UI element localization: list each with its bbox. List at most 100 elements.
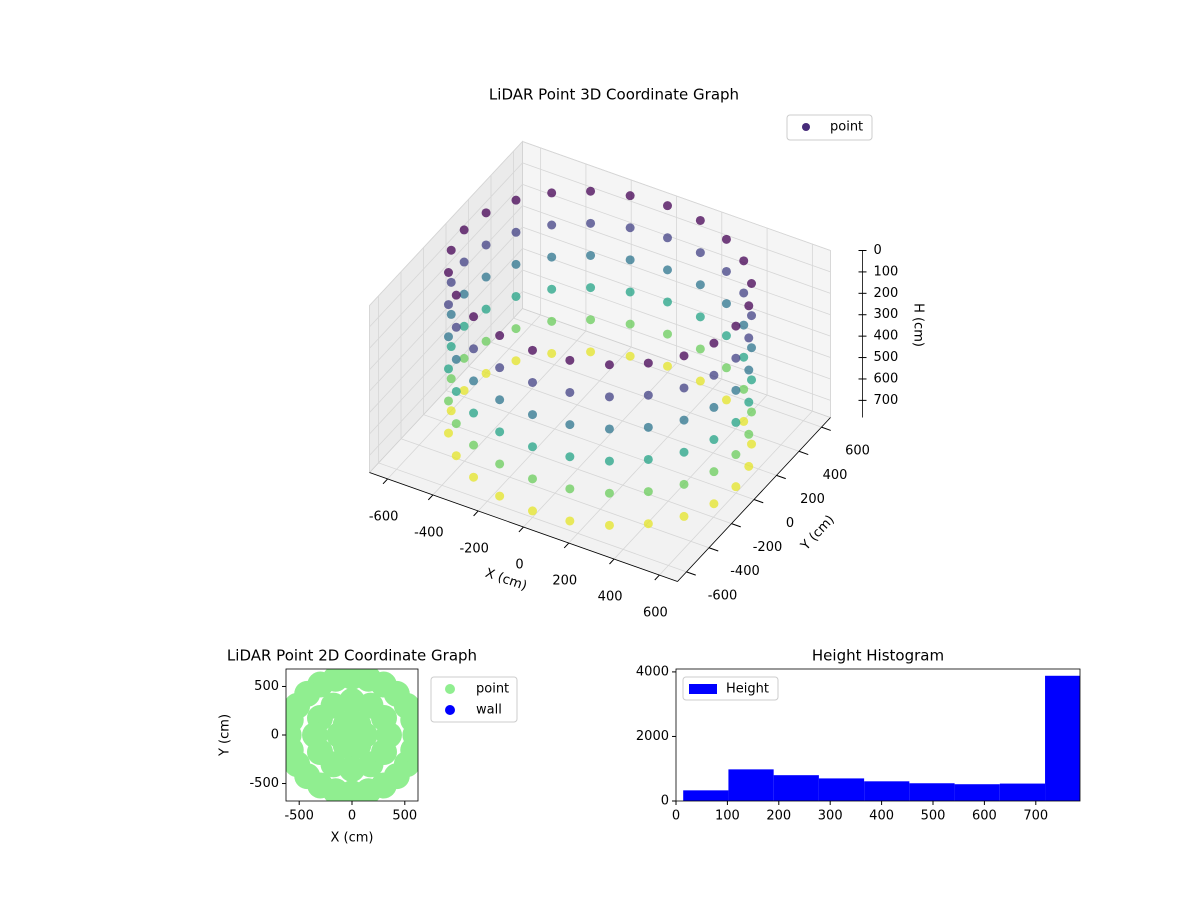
point xyxy=(643,422,653,432)
bar xyxy=(954,784,1000,801)
bar xyxy=(683,790,729,801)
legend-marker xyxy=(445,705,455,715)
chart-title: LiDAR Point 2D Coordinate Graph xyxy=(227,647,477,665)
point xyxy=(443,268,453,277)
y-tick-label: 400 xyxy=(823,468,848,483)
point xyxy=(446,342,456,352)
point xyxy=(459,353,469,363)
x-tick-label: 100 xyxy=(715,809,740,824)
grid-line xyxy=(522,162,831,273)
y-tick-label: 0 xyxy=(786,516,794,531)
grid-line xyxy=(378,462,687,573)
point xyxy=(459,257,469,267)
x-tick-label: 200 xyxy=(552,574,577,589)
x-axis-label: X (cm) xyxy=(331,831,374,846)
bar xyxy=(818,778,865,801)
point xyxy=(481,368,491,378)
point xyxy=(747,407,757,417)
point xyxy=(565,355,575,365)
point xyxy=(625,319,635,329)
point xyxy=(495,363,505,373)
grid-line xyxy=(369,205,523,371)
point xyxy=(731,385,741,395)
point xyxy=(511,259,521,269)
legend-label: Height xyxy=(726,682,769,697)
point xyxy=(739,384,749,394)
point xyxy=(709,402,719,412)
point xyxy=(695,376,705,386)
point xyxy=(747,375,757,385)
point xyxy=(663,233,672,243)
point xyxy=(481,208,491,218)
point xyxy=(528,442,537,452)
point xyxy=(586,250,596,260)
y-tick-label: 200 xyxy=(800,492,825,507)
point xyxy=(495,459,505,469)
point xyxy=(547,316,557,326)
bar xyxy=(773,775,819,801)
point xyxy=(443,396,453,406)
point xyxy=(643,519,653,529)
point xyxy=(495,427,505,437)
bar xyxy=(909,783,955,801)
point xyxy=(695,312,705,322)
point xyxy=(528,345,537,355)
point xyxy=(731,353,741,363)
point xyxy=(721,299,731,309)
point xyxy=(443,428,453,438)
grid-line xyxy=(522,248,831,358)
x-tick-label: 0 xyxy=(348,809,356,824)
grid-line xyxy=(445,390,755,500)
point xyxy=(451,322,461,332)
point xyxy=(443,332,453,342)
grid-line xyxy=(369,141,523,306)
bar xyxy=(864,781,910,801)
point xyxy=(709,467,719,477)
point xyxy=(709,499,719,509)
point xyxy=(469,344,479,354)
tick-mark xyxy=(776,474,786,480)
point xyxy=(339,722,365,748)
x-tick-label: 0 xyxy=(515,558,523,573)
point xyxy=(481,336,491,346)
point xyxy=(495,331,505,341)
point xyxy=(451,290,461,300)
x-tick-label: 200 xyxy=(766,809,791,824)
point xyxy=(721,395,731,405)
point xyxy=(469,376,479,386)
point xyxy=(451,386,461,396)
grid-line xyxy=(522,205,831,316)
point xyxy=(744,397,754,407)
point xyxy=(679,351,689,361)
point xyxy=(446,309,456,319)
z-tick-label: 300 xyxy=(874,307,899,322)
point xyxy=(739,416,749,426)
point xyxy=(547,284,557,294)
point xyxy=(744,429,754,439)
tick-mark xyxy=(427,494,434,501)
z-tick-label: 0 xyxy=(874,243,882,258)
point xyxy=(739,320,749,330)
point xyxy=(469,408,479,418)
y-tick-label: -400 xyxy=(730,564,760,579)
legend-marker xyxy=(802,123,810,131)
point-cloud xyxy=(443,186,757,530)
tick-mark xyxy=(731,523,741,528)
chart-title: Height Histogram xyxy=(812,647,944,665)
grid-line xyxy=(369,291,523,456)
point xyxy=(565,452,575,462)
point xyxy=(565,516,575,526)
grid-line xyxy=(369,248,523,413)
x-tick-label: -600 xyxy=(369,509,399,524)
point xyxy=(565,420,575,430)
point xyxy=(400,737,418,764)
axes-frame xyxy=(675,668,1081,802)
point xyxy=(446,374,456,384)
legend-marker xyxy=(689,684,717,694)
point xyxy=(625,191,635,201)
x-tick-label: 400 xyxy=(598,590,623,605)
y-tick-label: -500 xyxy=(249,776,279,791)
point xyxy=(747,311,757,321)
point xyxy=(679,447,689,457)
point xyxy=(443,364,453,374)
